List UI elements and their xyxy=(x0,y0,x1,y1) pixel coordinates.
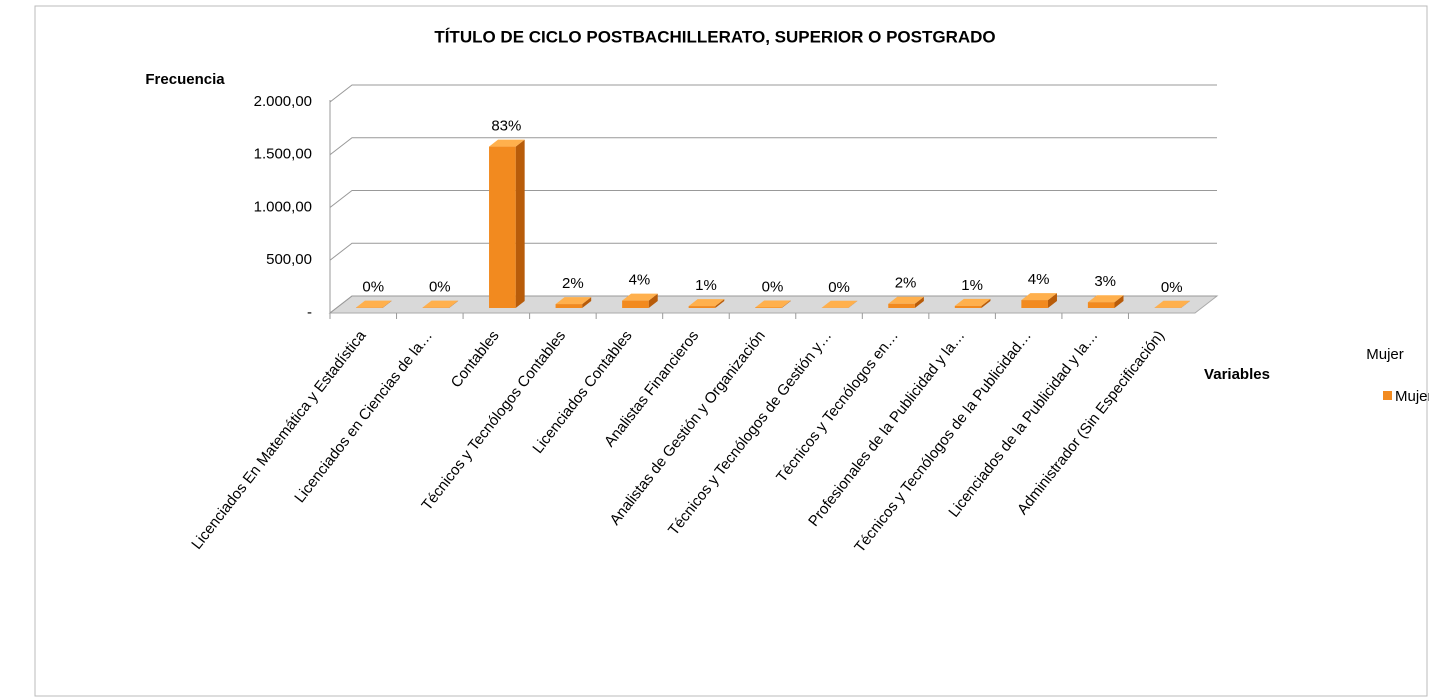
bar-top xyxy=(355,300,392,308)
bar xyxy=(755,307,782,308)
data-label: 0% xyxy=(1161,279,1183,296)
bar xyxy=(954,305,982,308)
data-label: 4% xyxy=(629,272,651,289)
bar-side xyxy=(914,296,924,308)
data-label: 2% xyxy=(895,275,917,292)
bar-top xyxy=(622,293,658,301)
data-label: 2% xyxy=(562,275,584,292)
data-label: 1% xyxy=(961,277,983,294)
bar xyxy=(1087,302,1115,308)
data-label: 3% xyxy=(1094,273,1116,290)
bar-top xyxy=(821,300,858,308)
bar-side xyxy=(781,300,791,308)
bar-side xyxy=(1181,300,1191,308)
grid-line xyxy=(329,242,1217,261)
bar-side xyxy=(515,139,525,308)
y-tick-label: 1.000,00 xyxy=(254,198,312,215)
bar-side xyxy=(981,298,991,308)
bar xyxy=(555,304,583,308)
bar-side xyxy=(648,293,658,308)
bar xyxy=(688,306,716,308)
legend-swatch xyxy=(1383,391,1392,400)
bar-top xyxy=(1021,293,1057,301)
data-label: 1% xyxy=(695,277,717,294)
x-tick-label: Contables xyxy=(448,327,503,391)
y-tick-label: 500,00 xyxy=(266,251,312,268)
bar-side xyxy=(382,300,392,308)
grid-line xyxy=(329,84,1217,103)
bar-top xyxy=(688,299,725,307)
bar-top xyxy=(555,297,592,305)
grid-line xyxy=(329,190,1217,208)
bar xyxy=(888,303,915,308)
chart-title: TÍTULO DE CICLO POSTBACHILLERATO, SUPERI… xyxy=(434,27,995,46)
bar-side xyxy=(1047,293,1057,308)
bar xyxy=(1021,300,1048,308)
y-tick-label: - xyxy=(307,304,312,321)
bar-side xyxy=(582,297,592,308)
bar-top xyxy=(1154,300,1191,308)
bar xyxy=(622,300,649,308)
bar xyxy=(489,146,516,308)
y-tick-label: 1.500,00 xyxy=(254,146,312,163)
data-label: 0% xyxy=(762,278,784,295)
data-label: 0% xyxy=(429,279,451,296)
data-label: 4% xyxy=(1028,271,1050,288)
data-label: 83% xyxy=(491,118,521,135)
bar-side xyxy=(715,299,725,308)
y-axis-label: Frecuencia xyxy=(145,71,225,88)
bar-top xyxy=(489,139,525,147)
data-label: 0% xyxy=(828,279,850,296)
bar-top xyxy=(954,298,991,306)
bar-top xyxy=(422,300,459,308)
legend-label: Mujer xyxy=(1395,388,1429,405)
bar-side xyxy=(449,300,459,308)
x-axis-label: Variables xyxy=(1204,366,1270,383)
y-tick-label: 2.000,00 xyxy=(254,93,312,110)
x-tick-label: Técnicos y Tecnólogos Contables xyxy=(418,327,569,513)
bar-side xyxy=(848,300,858,308)
bar-top xyxy=(755,300,791,308)
x-tick-label: Administrador (Sin Especificación) xyxy=(1014,327,1168,517)
legend-title: Mujer xyxy=(1366,346,1404,363)
data-label: 0% xyxy=(362,279,384,296)
grid-line xyxy=(329,295,1217,314)
x-tick-label: Licenciados en Ciencias de la… xyxy=(291,327,436,506)
chart-border xyxy=(34,5,1428,697)
x-tick-label: Técnicos y Tecnólogos en… xyxy=(773,327,902,485)
bar-top xyxy=(1087,295,1124,303)
bar-top xyxy=(888,296,924,304)
grid-line xyxy=(329,137,1217,156)
bar-side xyxy=(1114,295,1124,308)
